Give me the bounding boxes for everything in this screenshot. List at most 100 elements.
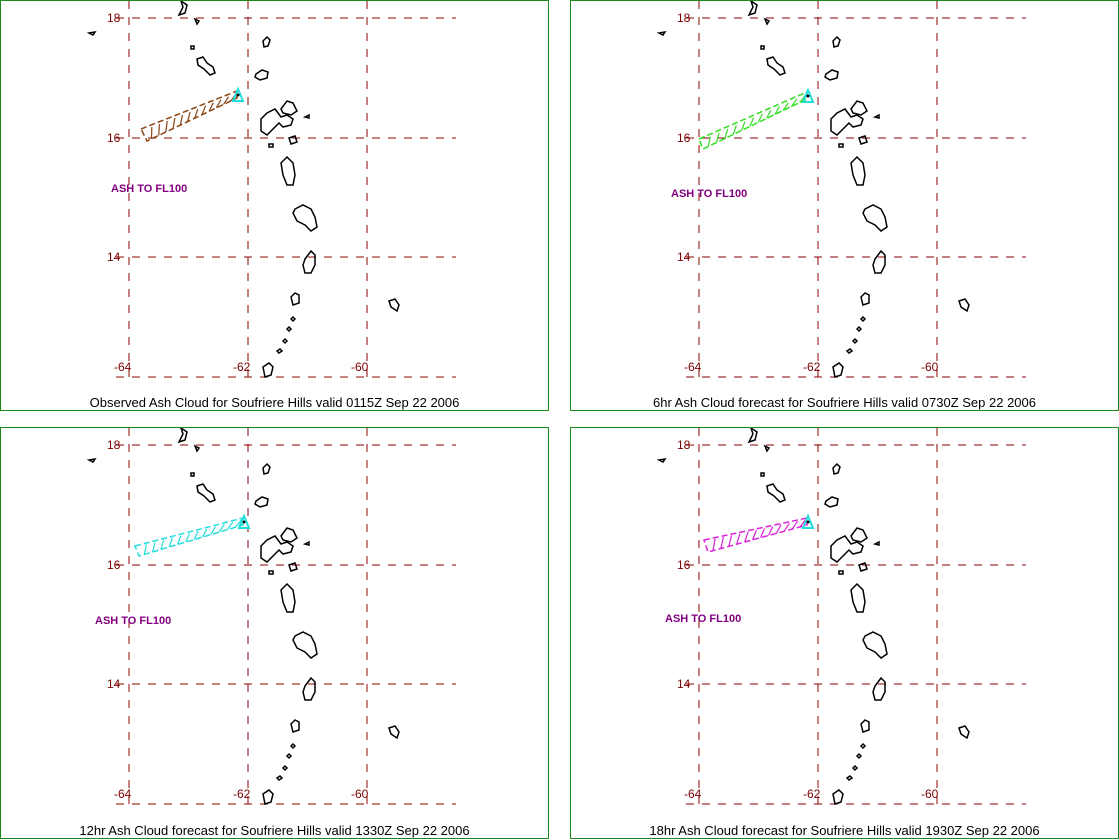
- island-outline: [197, 484, 215, 502]
- longitude-label: -62: [233, 787, 251, 801]
- island-outline: [287, 327, 291, 331]
- island-outline: [853, 766, 857, 770]
- island-outline: [833, 464, 840, 474]
- island-outline: [851, 157, 865, 185]
- island-outline: [291, 293, 299, 305]
- longitude-label: -60: [921, 787, 939, 801]
- ash-level-label: ASH TO FL100: [111, 183, 187, 195]
- island-outline: [851, 584, 865, 612]
- island-outline: [833, 363, 843, 377]
- island-outline: [289, 136, 297, 144]
- island-outline: [875, 115, 879, 118]
- latitude-label: 16: [107, 131, 121, 145]
- volcano-point: [243, 521, 246, 524]
- longitude-label: -62: [803, 787, 821, 801]
- island-outline: [281, 101, 297, 115]
- ash-cloud-hatch: [721, 537, 724, 548]
- panel-caption: 6hr Ash Cloud forecast for Soufriere Hil…: [571, 395, 1118, 410]
- ash-cloud-hatch: [737, 534, 740, 545]
- island-outline: [825, 70, 838, 80]
- ash-cloud-hatch: [180, 115, 182, 125]
- island-outline: [765, 19, 769, 24]
- island-outline: [281, 157, 295, 185]
- island-outline: [761, 46, 764, 49]
- island-outline: [263, 363, 273, 377]
- island-outline: [959, 299, 969, 311]
- latitude-label: 16: [677, 131, 691, 145]
- ash-level-label: ASH TO FL100: [95, 615, 171, 627]
- island-outline: [305, 115, 309, 118]
- latitude-label: 14: [107, 250, 121, 264]
- island-outline: [659, 459, 665, 462]
- island-outline: [195, 19, 199, 24]
- island-outline: [861, 293, 869, 305]
- longitude-label: -60: [351, 787, 369, 801]
- latitude-label: 18: [107, 438, 121, 452]
- island-outline: [851, 101, 867, 115]
- longitude-label: -64: [684, 360, 702, 374]
- island-outline: [749, 428, 757, 442]
- island-outline: [863, 632, 887, 658]
- island-outline: [269, 571, 273, 574]
- island-outline: [293, 205, 317, 231]
- island-outline: [875, 542, 879, 545]
- island-outline: [179, 428, 187, 442]
- ash-cloud-hatch: [159, 124, 160, 135]
- volcano-point: [237, 94, 240, 97]
- island-outline: [291, 744, 295, 748]
- island-outline: [767, 484, 785, 502]
- latitude-label: 18: [677, 438, 691, 452]
- island-outline: [767, 57, 785, 75]
- island-outline: [197, 57, 215, 75]
- island-outline: [833, 790, 843, 804]
- ash-cloud-outline: [704, 518, 807, 552]
- island-outline: [179, 1, 187, 15]
- island-outline: [263, 464, 270, 474]
- island-outline: [255, 497, 268, 507]
- longitude-label: -60: [921, 360, 939, 374]
- longitude-label: -64: [684, 787, 702, 801]
- island-outline: [283, 766, 287, 770]
- island-outline: [389, 726, 399, 738]
- latitude-label: 16: [107, 558, 121, 572]
- island-outline: [851, 528, 867, 542]
- island-outline: [831, 109, 863, 135]
- island-outline: [861, 720, 869, 732]
- latitude-label: 18: [677, 11, 691, 25]
- island-outline: [831, 536, 863, 562]
- island-outline: [861, 317, 865, 321]
- island-outline: [959, 726, 969, 738]
- latitude-label: 18: [107, 11, 121, 25]
- longitude-label: -64: [114, 360, 132, 374]
- ash-level-label: ASH TO FL100: [665, 613, 741, 625]
- volcano-point: [807, 95, 810, 98]
- island-outline: [659, 32, 665, 35]
- ash-cloud-hatch: [144, 545, 146, 555]
- island-outline: [291, 317, 295, 321]
- island-outline: [847, 349, 852, 353]
- panel-caption: 18hr Ash Cloud forecast for Soufriere Hi…: [571, 823, 1118, 838]
- longitude-label: -62: [233, 360, 251, 374]
- island-outline: [833, 37, 840, 47]
- island-outline: [191, 46, 194, 49]
- island-outline: [765, 446, 769, 451]
- island-outline: [825, 497, 838, 507]
- island-outline: [839, 144, 843, 147]
- longitude-label: -62: [803, 360, 821, 374]
- ash-cloud-hatch: [713, 539, 715, 551]
- island-outline: [303, 251, 315, 273]
- ash-cloud-hatch: [166, 121, 167, 132]
- island-outline: [857, 327, 861, 331]
- ash-cloud-hatch: [173, 118, 175, 129]
- island-outline: [255, 70, 268, 80]
- island-outline: [289, 563, 297, 571]
- island-outline: [195, 446, 199, 451]
- island-outline: [847, 776, 852, 780]
- island-outline: [839, 571, 843, 574]
